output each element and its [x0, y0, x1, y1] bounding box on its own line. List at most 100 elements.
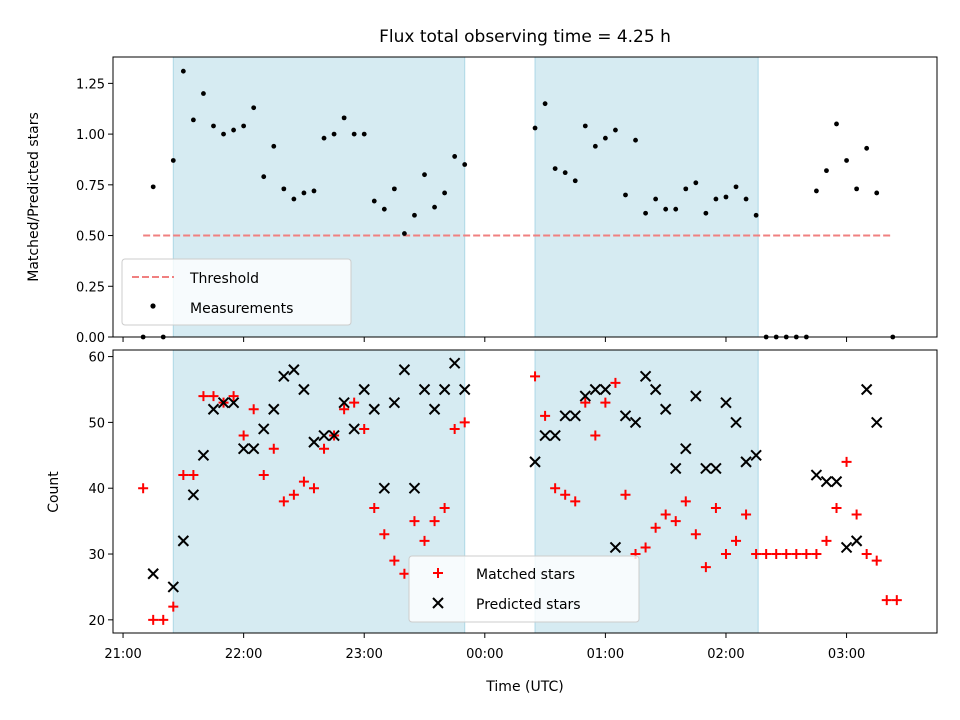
predicted-star-point [710, 462, 722, 475]
predicted-star-point [830, 475, 843, 488]
matched-star-point [138, 483, 149, 494]
x-tick-label: 00:00 [466, 647, 503, 662]
matched-star-point [771, 549, 782, 560]
measurement-point [633, 137, 638, 143]
measurement-point [391, 186, 397, 192]
bottom-y-tick-label: 40 [88, 482, 105, 497]
bottom-x-ticks: 21:00 22:00 23:00 00:00 01:00 02:00 03:00 [104, 633, 865, 662]
bottom-axes-frame [112, 349, 938, 634]
measurement-point [753, 212, 759, 218]
matched-star-point [278, 496, 289, 507]
top-shaded-intervals [172, 56, 759, 338]
predicted-stars-points [147, 357, 883, 593]
predicted-star-point [428, 403, 441, 415]
matched-star-point [379, 529, 390, 540]
matched-star-point [600, 397, 611, 408]
measurement-point [552, 166, 558, 171]
matched-star-point [731, 535, 742, 546]
predicted-star-point [850, 535, 863, 547]
matched-star-point [419, 535, 430, 546]
predicted-star-point [147, 568, 159, 580]
measurement-point [743, 196, 749, 202]
matched-star-point [720, 549, 731, 560]
x-tick-label: 01:00 [587, 647, 624, 662]
predicted-star-point [730, 416, 742, 429]
predicted-star-point [237, 443, 250, 455]
measurement-point [562, 170, 568, 176]
predicted-star-point [680, 443, 692, 455]
measurement-point [221, 131, 226, 137]
measurement-point [542, 101, 548, 107]
matched-star-point [861, 549, 872, 560]
measurement-point [261, 174, 267, 180]
top-y-tick-label: 0.00 [76, 331, 105, 346]
matched-star-point [751, 549, 762, 560]
measurement-point [150, 184, 156, 190]
predicted-star-point [820, 475, 833, 488]
predicted-star-point [659, 403, 672, 415]
measurement-point [180, 68, 186, 74]
predicted-star-point [670, 462, 682, 475]
matched-star-point [791, 549, 802, 560]
legend-measurement-swatch [150, 303, 156, 309]
x-tick-label: 22:00 [225, 647, 262, 662]
predicted-star-point [690, 390, 702, 402]
top-legend-box [121, 258, 352, 326]
predicted-star-point [418, 383, 431, 396]
matched-star-point [258, 470, 269, 481]
matched-star-point [680, 496, 691, 507]
matched-star-point [650, 522, 661, 533]
predicted-star-point [750, 449, 762, 462]
predicted-star-point [328, 429, 340, 442]
matched-star-point [801, 549, 812, 560]
predicted-star-point [448, 357, 461, 369]
matched-star-point [640, 542, 651, 553]
matched-star-point [198, 391, 209, 402]
x-tick-label: 02:00 [707, 647, 744, 662]
bottom-legend-box [408, 555, 640, 623]
predicted-star-point [207, 403, 220, 415]
matched-star-point [208, 391, 219, 402]
measurement-point [623, 192, 628, 198]
predicted-star-point [398, 364, 411, 376]
matched-star-point [811, 549, 822, 560]
matched-star-point [570, 496, 581, 507]
x-tick-label: 21:00 [104, 647, 141, 662]
measurement-point [241, 123, 247, 129]
matched-star-point [690, 529, 701, 540]
measurement-point [281, 186, 287, 192]
measurement-point [361, 131, 367, 137]
predicted-star-point [298, 383, 310, 396]
predicted-star-point [579, 390, 592, 402]
measurement-point [693, 180, 699, 186]
measurement-point [733, 184, 739, 190]
predicted-star-point [840, 541, 853, 554]
measurement-point [874, 190, 880, 196]
matched-star-point [369, 502, 380, 513]
predicted-star-point [187, 489, 200, 501]
matched-star-point [560, 489, 571, 500]
predicted-star-point [358, 383, 370, 396]
measurement-point [211, 123, 216, 129]
measurement-point [592, 143, 598, 149]
measurement-point [271, 143, 277, 149]
matched-star-point [841, 456, 852, 467]
predicted-star-point [197, 449, 210, 462]
legend-matched-label: Matched stars [476, 567, 575, 583]
predicted-star-point [408, 482, 421, 494]
predicted-star-point [609, 541, 622, 554]
predicted-star-point [589, 383, 602, 396]
matched-star-point [168, 601, 179, 612]
predicted-star-point [318, 429, 330, 442]
matched-star-point [700, 562, 711, 573]
matched-star-point [610, 377, 621, 388]
measurement-point [381, 206, 387, 212]
measurement-point [864, 145, 870, 151]
x-tick-label: 03:00 [828, 647, 865, 662]
predicted-star-point [247, 443, 260, 455]
bottom-y-tick-label: 50 [88, 416, 105, 431]
matched-star-point [530, 371, 541, 382]
bottom-y-tick-label: 60 [88, 351, 105, 366]
measurement-points [140, 68, 896, 340]
measurement-point [703, 210, 709, 216]
